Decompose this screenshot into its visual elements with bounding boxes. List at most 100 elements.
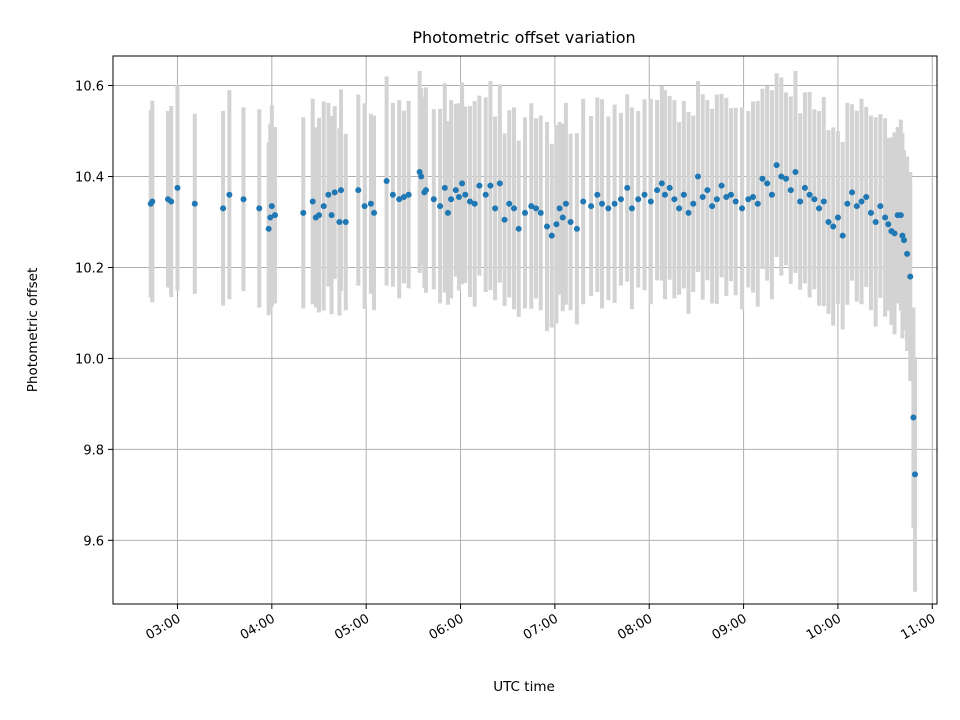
plot-frame [112, 55, 938, 605]
data-point [510, 205, 517, 212]
data-point [778, 173, 785, 180]
data-point [801, 184, 808, 191]
data-point [624, 184, 631, 191]
data-point [389, 191, 396, 198]
data-point [553, 221, 560, 228]
data-points [147, 162, 918, 478]
data-point [764, 180, 771, 187]
data-point [750, 193, 757, 200]
y-tick-label: 10.0 [75, 352, 104, 367]
x-tick-label: 05:00 [332, 611, 372, 643]
data-point [168, 198, 175, 205]
data-point [325, 191, 332, 198]
chart-title: Photometric offset variation [412, 28, 635, 47]
y-tick-label: 10.6 [75, 80, 104, 95]
x-tick-label: 08:00 [615, 611, 655, 643]
data-point [594, 191, 601, 198]
y-axis-ticks: 9.6 9.8 10.0 10.2 10.4 10.6 [75, 80, 113, 549]
data-point [580, 198, 587, 205]
data-point [849, 189, 856, 196]
data-point [444, 209, 451, 216]
y-tick-label: 10.4 [75, 171, 104, 186]
data-point [487, 182, 494, 189]
data-point [328, 212, 335, 219]
data-point [441, 184, 448, 191]
data-point [562, 200, 569, 207]
data-point [342, 218, 349, 225]
data-point [174, 184, 181, 191]
x-tick-label: 09:00 [710, 611, 750, 643]
data-point [792, 168, 799, 175]
data-point [515, 225, 522, 232]
data-point [226, 191, 233, 198]
data-point [336, 218, 343, 225]
data-point [361, 203, 368, 210]
data-point [267, 214, 274, 221]
data-point [635, 196, 642, 203]
data-point [773, 162, 780, 169]
data-point [320, 203, 327, 210]
data-point [745, 196, 752, 203]
data-point [797, 198, 804, 205]
data-point [371, 209, 378, 216]
data-point [400, 193, 407, 200]
data-point [367, 200, 374, 207]
data-point [416, 168, 423, 175]
data-point [316, 212, 322, 219]
data-point [885, 221, 892, 228]
data-point [671, 196, 678, 203]
data-point [471, 200, 478, 207]
data-point [820, 198, 827, 205]
data-point [759, 175, 766, 182]
data-point [405, 191, 412, 198]
data-point [783, 175, 790, 182]
data-point [718, 182, 725, 189]
data-point [806, 191, 813, 198]
data-point [149, 198, 156, 205]
data-point [867, 209, 874, 216]
data-point [699, 193, 706, 200]
data-point [839, 232, 846, 239]
data-point [641, 191, 648, 198]
data-point [537, 209, 544, 216]
data-point [723, 193, 730, 200]
data-point [567, 218, 574, 225]
data-point [661, 191, 668, 198]
data-point [787, 187, 794, 194]
y-tick-label: 10.2 [75, 261, 104, 276]
data-point [501, 216, 508, 223]
data-point [430, 196, 437, 203]
data-point [877, 203, 884, 210]
data-point [834, 214, 841, 221]
data-point [904, 250, 911, 257]
data-point [732, 198, 739, 205]
data-point [685, 209, 692, 216]
data-point [496, 180, 503, 187]
data-point [482, 191, 489, 198]
data-point [704, 187, 711, 194]
data-point [548, 232, 555, 239]
data-point [256, 205, 263, 212]
x-tick-label: 06:00 [427, 611, 467, 643]
data-point [853, 203, 860, 210]
data-point [437, 203, 444, 210]
y-tick-label: 9.8 [83, 443, 104, 458]
y-tick-label: 9.6 [83, 534, 104, 549]
data-point [528, 203, 535, 210]
x-tick-label: 10:00 [804, 611, 844, 643]
data-point [605, 205, 612, 212]
data-point [654, 187, 661, 194]
data-point [462, 191, 469, 198]
data-point [533, 205, 540, 212]
data-point [455, 193, 462, 200]
data-point [300, 209, 307, 216]
x-tick-label: 04:00 [238, 611, 278, 643]
data-point [907, 273, 914, 280]
data-point [825, 218, 832, 225]
data-point [891, 230, 898, 237]
data-point [910, 414, 917, 421]
data-point [418, 173, 425, 180]
data-point [676, 205, 683, 212]
data-point [492, 205, 499, 212]
